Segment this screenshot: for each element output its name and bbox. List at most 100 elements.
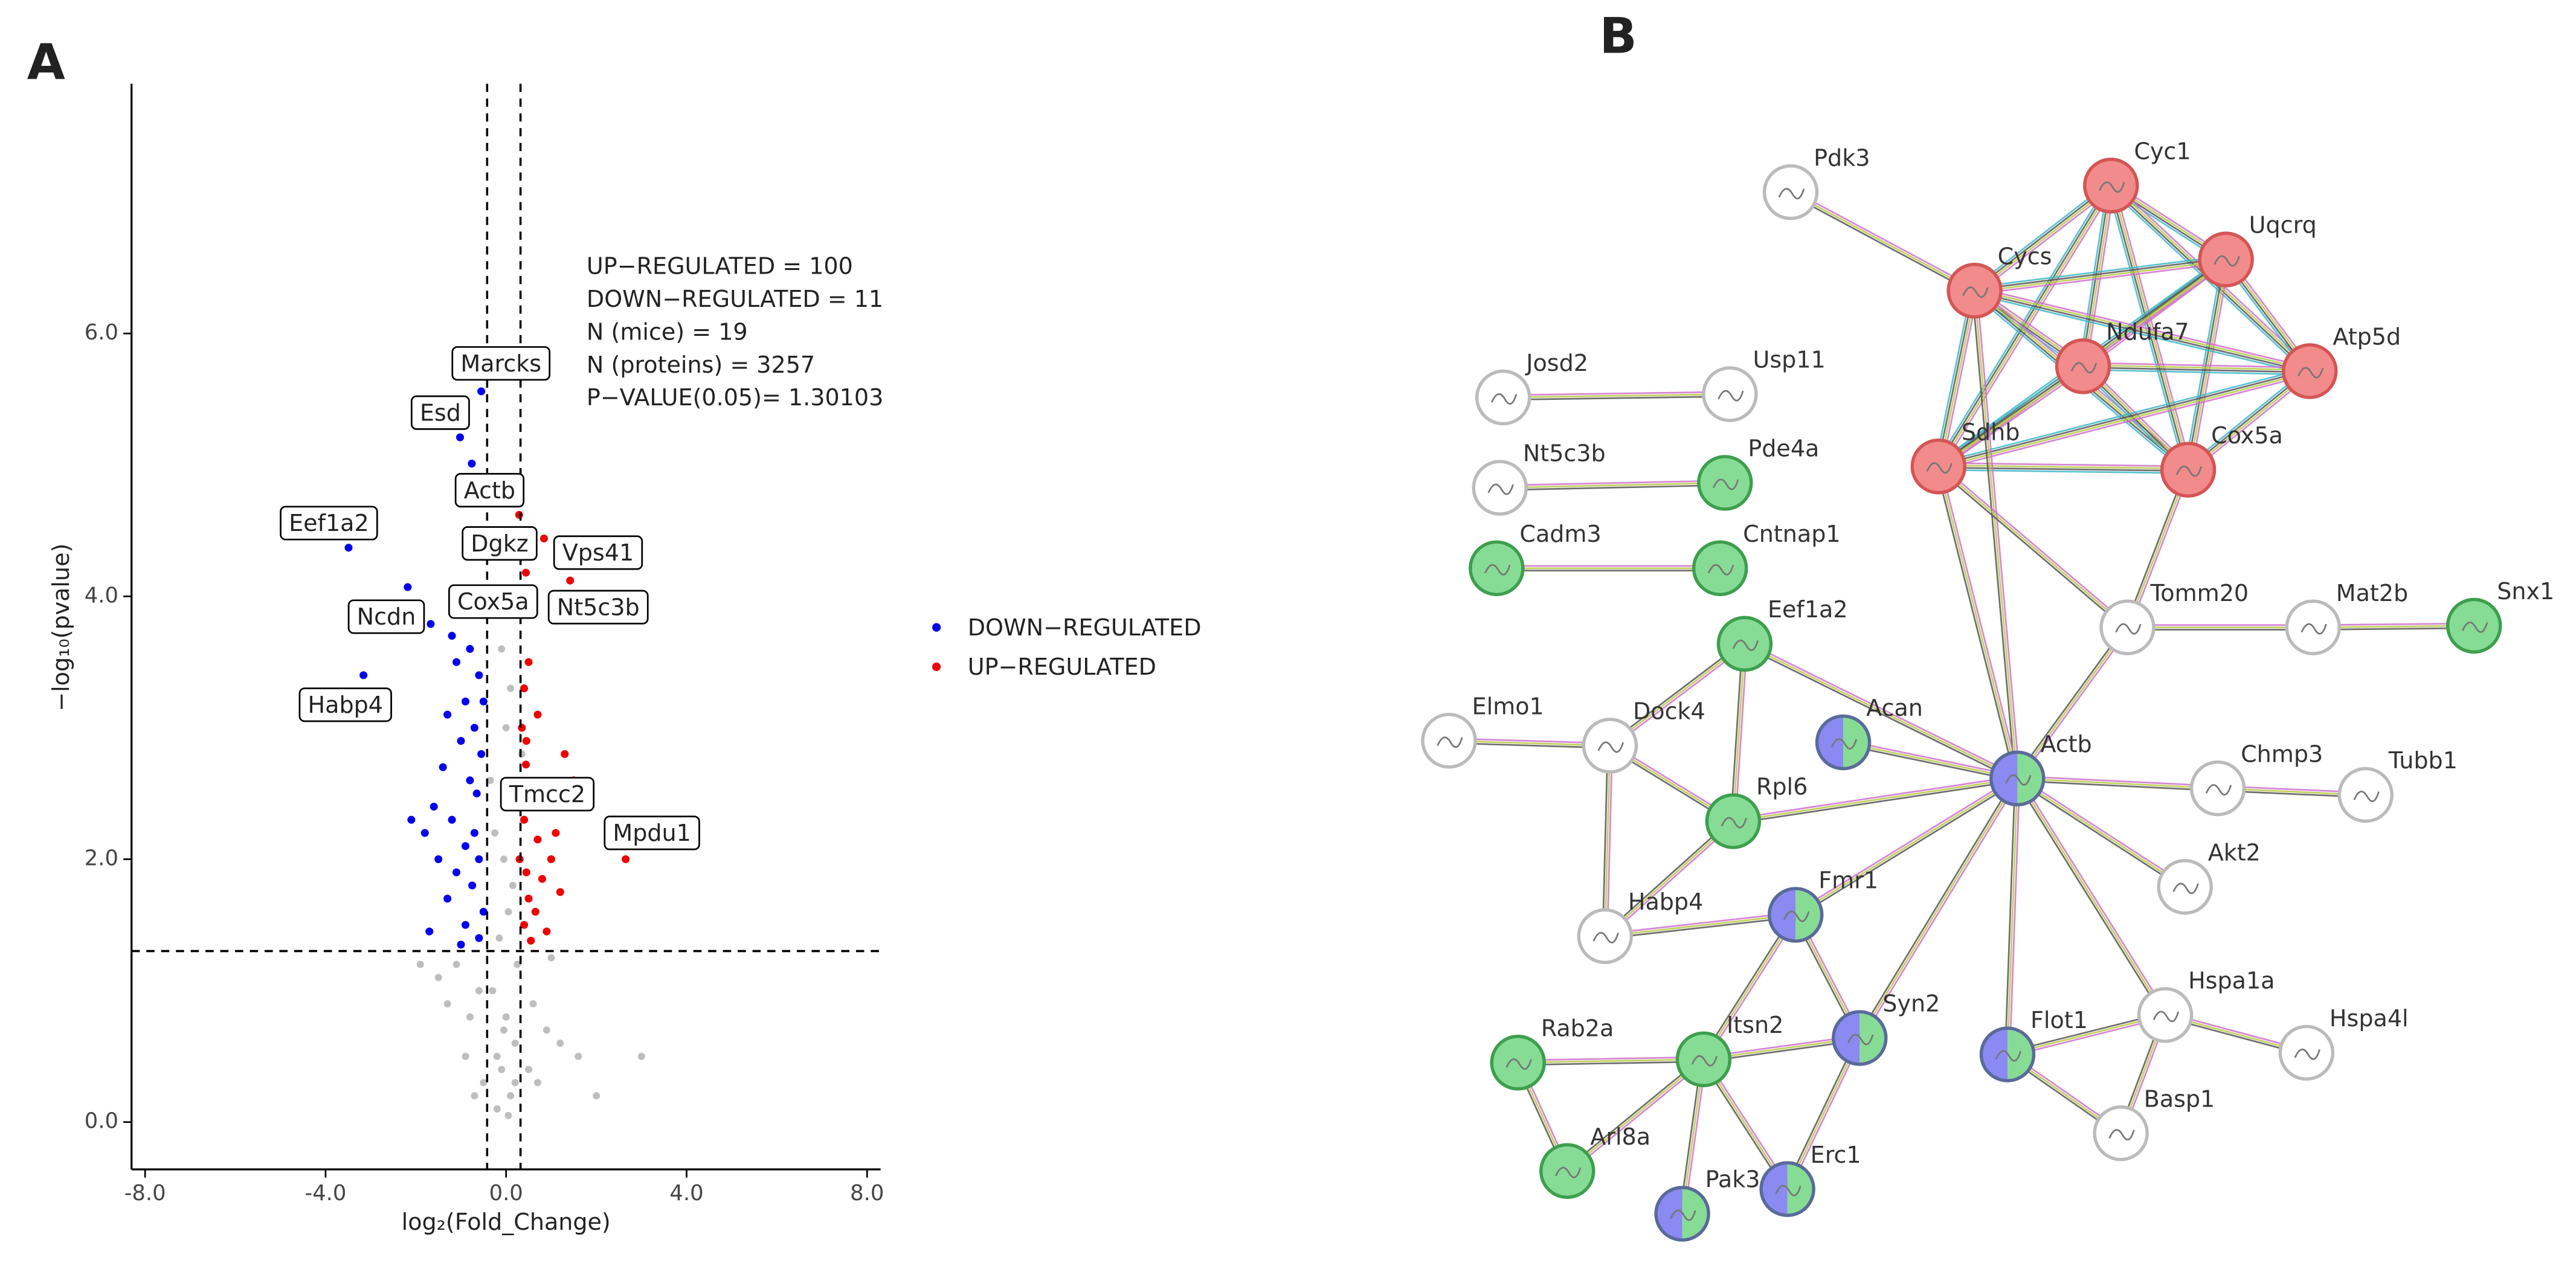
node-structure — [1775, 1184, 1802, 1197]
edge — [2083, 364, 2310, 371]
node-half — [1656, 1187, 1682, 1240]
edge — [1604, 745, 1611, 936]
edge — [2127, 469, 2189, 628]
edge — [1701, 913, 1795, 1059]
node-label: Hspa1a — [2188, 968, 2275, 994]
node-structure — [1713, 478, 1739, 490]
point — [452, 658, 461, 666]
label-text: Habp4 — [308, 692, 383, 718]
node-label: Tomm20 — [2150, 580, 2249, 606]
node-label: Pde4a — [1748, 435, 1819, 462]
edge — [1934, 289, 1972, 466]
node: Cadm3 — [1469, 521, 1602, 597]
node-structure — [1554, 1166, 1582, 1178]
label-text: Ncdn — [357, 603, 416, 630]
label-text: Vps41 — [562, 539, 634, 566]
node: Cycs — [1946, 243, 2052, 319]
point — [529, 1000, 537, 1008]
node-label: Fmr1 — [1818, 867, 1878, 894]
node-structure — [2297, 367, 2324, 379]
node-structure — [2172, 882, 2199, 895]
node: Itsn2 — [1675, 1012, 1783, 1088]
label-text: Dgkz — [471, 530, 528, 557]
point-label: Actb — [454, 473, 525, 508]
node: Hspa1a — [2137, 968, 2275, 1043]
node-structure — [2353, 791, 2380, 802]
x-tick-label: 8.0 — [850, 1181, 884, 1206]
edge — [1733, 780, 2018, 824]
node: Pdk3 — [1762, 144, 1870, 220]
edge — [1974, 289, 2311, 371]
node: Cntnap1 — [1692, 521, 1841, 597]
point — [511, 1040, 519, 1047]
point-label: Habp4 — [298, 687, 392, 722]
label-text: Tmcc2 — [509, 781, 585, 808]
point — [443, 895, 452, 903]
label-box — [347, 599, 425, 634]
point — [520, 815, 529, 824]
point — [525, 1065, 533, 1073]
edge — [1974, 257, 2226, 291]
edge — [1937, 466, 2128, 628]
edge — [2082, 366, 2310, 373]
node: Acan — [1815, 695, 1923, 771]
point — [466, 1013, 474, 1021]
point — [502, 724, 510, 731]
node: Basp1 — [2093, 1085, 2215, 1162]
edge — [1940, 465, 2021, 779]
y-tick-label: 2.0 — [85, 846, 118, 870]
edge — [1976, 187, 2114, 294]
annotation: N (proteins) = 3257 — [587, 352, 815, 378]
edge — [1611, 644, 1747, 748]
point-label: Marcks — [451, 346, 551, 381]
edge — [1974, 291, 2018, 779]
label-box — [604, 815, 700, 850]
edge — [1938, 466, 2189, 472]
edge — [1861, 779, 2020, 1040]
node-structure — [1597, 741, 1624, 753]
point — [637, 1052, 645, 1060]
node-label: Tubb1 — [2388, 747, 2458, 774]
edge — [2128, 470, 2191, 629]
panel-label: A — [27, 34, 65, 91]
point — [452, 960, 460, 968]
label-box — [298, 687, 392, 722]
edge — [2015, 779, 2185, 890]
edge — [1939, 185, 2113, 468]
node-label: Habp4 — [1628, 889, 1703, 915]
point — [434, 855, 443, 864]
node-structure — [1707, 564, 1734, 576]
x-tick-label: 4.0 — [669, 1181, 703, 1206]
legend-marker — [932, 623, 941, 632]
node-half — [1769, 889, 1796, 942]
x-tick-label: -8.0 — [124, 1181, 166, 1206]
node-half — [1682, 1187, 1709, 1240]
edge — [1938, 464, 2189, 470]
node: Cyc1 — [2083, 138, 2191, 214]
edge — [1745, 641, 2019, 777]
node-half — [1991, 752, 2018, 805]
node-label: Basp1 — [2144, 1085, 2215, 1112]
edge — [1518, 1056, 1704, 1061]
node-label: Snx1 — [2497, 578, 2554, 605]
node-structure — [2294, 1049, 2320, 1060]
point-label: Mpdu1 — [604, 815, 700, 850]
node-label: Erc1 — [1811, 1142, 1861, 1168]
point — [475, 987, 483, 995]
node-label: Eef1a2 — [1768, 596, 1848, 623]
point — [475, 934, 483, 942]
point — [480, 1079, 488, 1087]
node-structure — [2115, 623, 2142, 635]
edge — [2006, 778, 2018, 1055]
edge — [2017, 777, 2186, 888]
node-label: Cadm3 — [1519, 521, 1601, 547]
point — [575, 1052, 582, 1060]
label-box — [280, 506, 378, 541]
point — [524, 658, 533, 666]
node-structure — [1721, 817, 1747, 829]
point-label: Tmcc2 — [500, 777, 595, 812]
point — [498, 1065, 506, 1073]
node: Josd2 — [1475, 350, 1588, 426]
edge — [2082, 368, 2310, 376]
point — [416, 960, 424, 968]
